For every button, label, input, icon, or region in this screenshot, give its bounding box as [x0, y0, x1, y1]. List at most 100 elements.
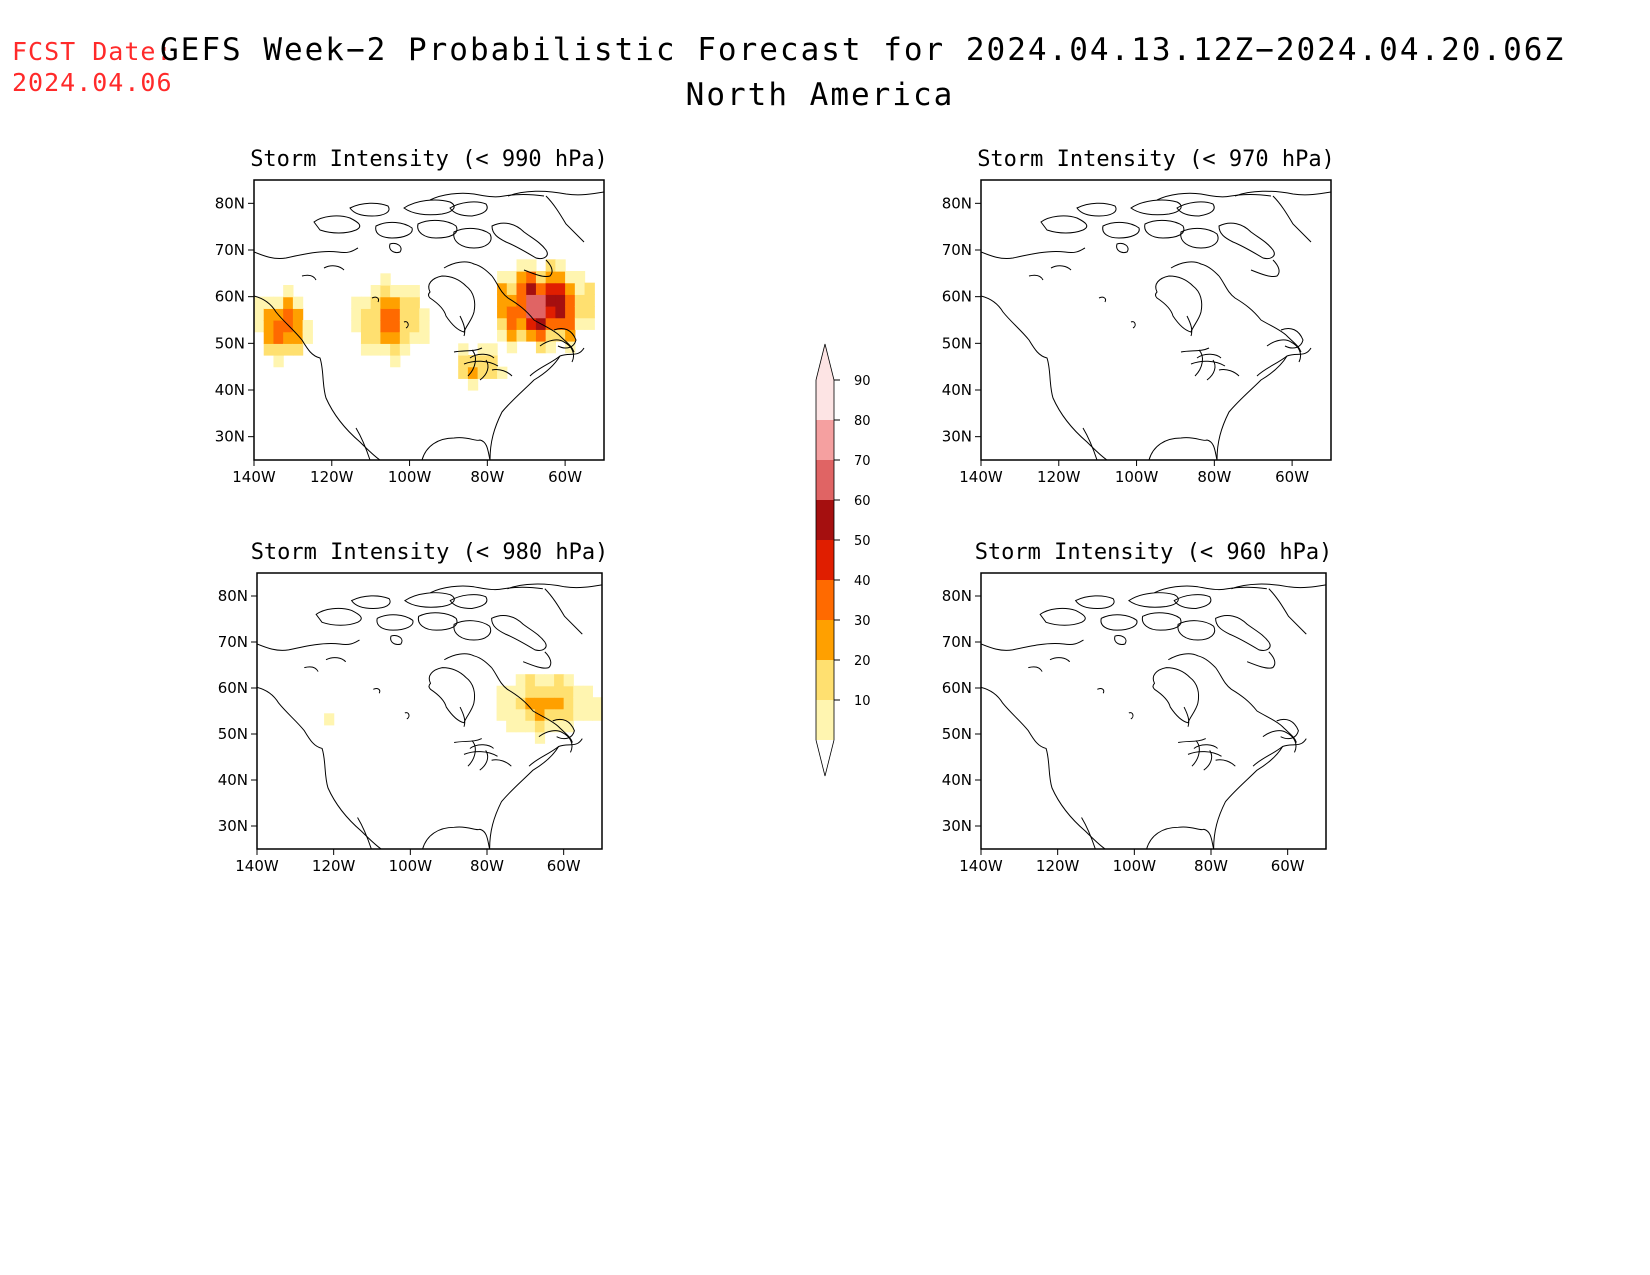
probability-cell: [254, 296, 265, 309]
colorbar-segment: [816, 660, 834, 700]
lat-label: 40N: [942, 381, 972, 399]
probability-cell: [592, 708, 603, 721]
probability-cell: [535, 306, 547, 319]
probability-cell: [487, 366, 498, 379]
map-frame: [253, 179, 605, 461]
probability-cell: [563, 685, 574, 698]
probability-cell: [554, 720, 565, 733]
probability-cell: [283, 320, 294, 333]
probability-cell: [534, 731, 546, 744]
probability-cell: [399, 331, 411, 344]
probability-cell: [467, 378, 479, 391]
probability-cell: [283, 285, 294, 298]
colorbar-label: 70: [854, 454, 871, 469]
probability-cell: [534, 685, 546, 698]
map-frame: [980, 179, 1332, 461]
probability-cell: [292, 320, 304, 333]
probability-cell: [419, 320, 430, 333]
probability-cell: [324, 713, 335, 726]
probability-cell: [409, 320, 420, 333]
lat-label: 80N: [215, 194, 245, 212]
probability-cell: [515, 708, 526, 721]
probability-cell: [555, 306, 566, 319]
probability-cell: [283, 331, 294, 344]
probability-cell: [574, 306, 586, 319]
probability-cell: [554, 708, 565, 721]
colorbar-segment: [816, 700, 834, 740]
probability-cell: [390, 308, 401, 321]
colorbar-segment: [816, 380, 834, 420]
probability-cell: [351, 308, 362, 321]
probability-cell: [573, 708, 584, 721]
probability-cell: [525, 720, 536, 733]
colorbar-segment: [816, 540, 834, 580]
lon-label: 100W: [388, 468, 432, 486]
lon-label: 140W: [959, 857, 1003, 875]
probability-cell: [292, 343, 304, 356]
colorbar-label: 50: [854, 534, 871, 549]
probability-cell: [351, 296, 362, 309]
probability-cell: [535, 329, 547, 342]
lat-label: 50N: [215, 334, 245, 352]
probability-cell: [292, 296, 304, 309]
probability-cell: [283, 343, 294, 356]
lat-label: 80N: [942, 194, 972, 212]
probability-cell: [534, 697, 546, 710]
colorbar-label: 20: [854, 654, 871, 669]
probability-cell: [506, 697, 517, 710]
probability-cell: [516, 329, 527, 342]
lon-label: 140W: [959, 468, 1003, 486]
probability-cell: [544, 708, 555, 721]
colorbar-segment: [816, 500, 834, 540]
probability-cell: [263, 296, 275, 309]
probability-cell: [487, 355, 498, 368]
probability-cell: [506, 329, 518, 342]
probability-cell: [555, 271, 566, 284]
probability-cell: [516, 317, 527, 330]
probability-cell: [554, 685, 565, 698]
probability-cell: [409, 296, 420, 309]
probability-cell: [544, 720, 555, 733]
panel-title: Storm Intensity (< 970 hPa): [977, 147, 1335, 172]
lat-label: 80N: [942, 587, 972, 605]
probability-cell: [573, 685, 584, 698]
probability-cell: [574, 271, 586, 284]
probability-cell: [526, 329, 537, 342]
probability-cell: [545, 306, 556, 319]
lat-label: 60N: [942, 288, 972, 306]
probability-cell: [263, 320, 275, 333]
probability-cell: [263, 308, 275, 321]
probability-cell: [506, 341, 518, 354]
colorbar-label: 80: [854, 414, 871, 429]
probability-cell: [545, 317, 556, 330]
region-title: North America: [685, 77, 955, 113]
probability-cell: [370, 285, 381, 298]
probability-cell: [555, 294, 566, 307]
lat-label: 40N: [942, 771, 972, 789]
probability-cell: [534, 674, 546, 687]
main-title: GEFS Week−2 Probabilistic Forecast for 2…: [160, 32, 1566, 68]
lat-label: 40N: [218, 771, 248, 789]
probability-cell: [515, 720, 526, 733]
lon-label: 100W: [389, 857, 433, 875]
lat-label: 30N: [218, 817, 248, 835]
colorbar-label: 60: [854, 494, 871, 509]
probability-cell: [409, 308, 420, 321]
probability-cell: [302, 331, 313, 344]
probability-cell: [584, 294, 595, 307]
probability-cell: [273, 355, 284, 368]
map-panel-p980: Storm Intensity (< 980 hPa) 80N 70N 60N 50N 4…: [218, 540, 609, 875]
probability-cell: [380, 273, 391, 286]
probability-cell: [506, 306, 518, 319]
probability-cell: [399, 320, 411, 333]
probability-cell: [555, 317, 566, 330]
panel-title: Storm Intensity (< 990 hPa): [250, 147, 608, 172]
probability-cell: [380, 320, 391, 333]
lat-label: 50N: [218, 725, 248, 743]
probability-cell: [544, 674, 555, 687]
panel-title: Storm Intensity (< 960 hPa): [975, 540, 1333, 565]
coastline-map: [981, 190, 1331, 460]
map-panel-p990: Storm Intensity (< 990 hPa) 80N 70N 60N 50N 4…: [215, 147, 608, 486]
probability-cell: [545, 329, 556, 342]
probability-cell: [370, 343, 381, 356]
